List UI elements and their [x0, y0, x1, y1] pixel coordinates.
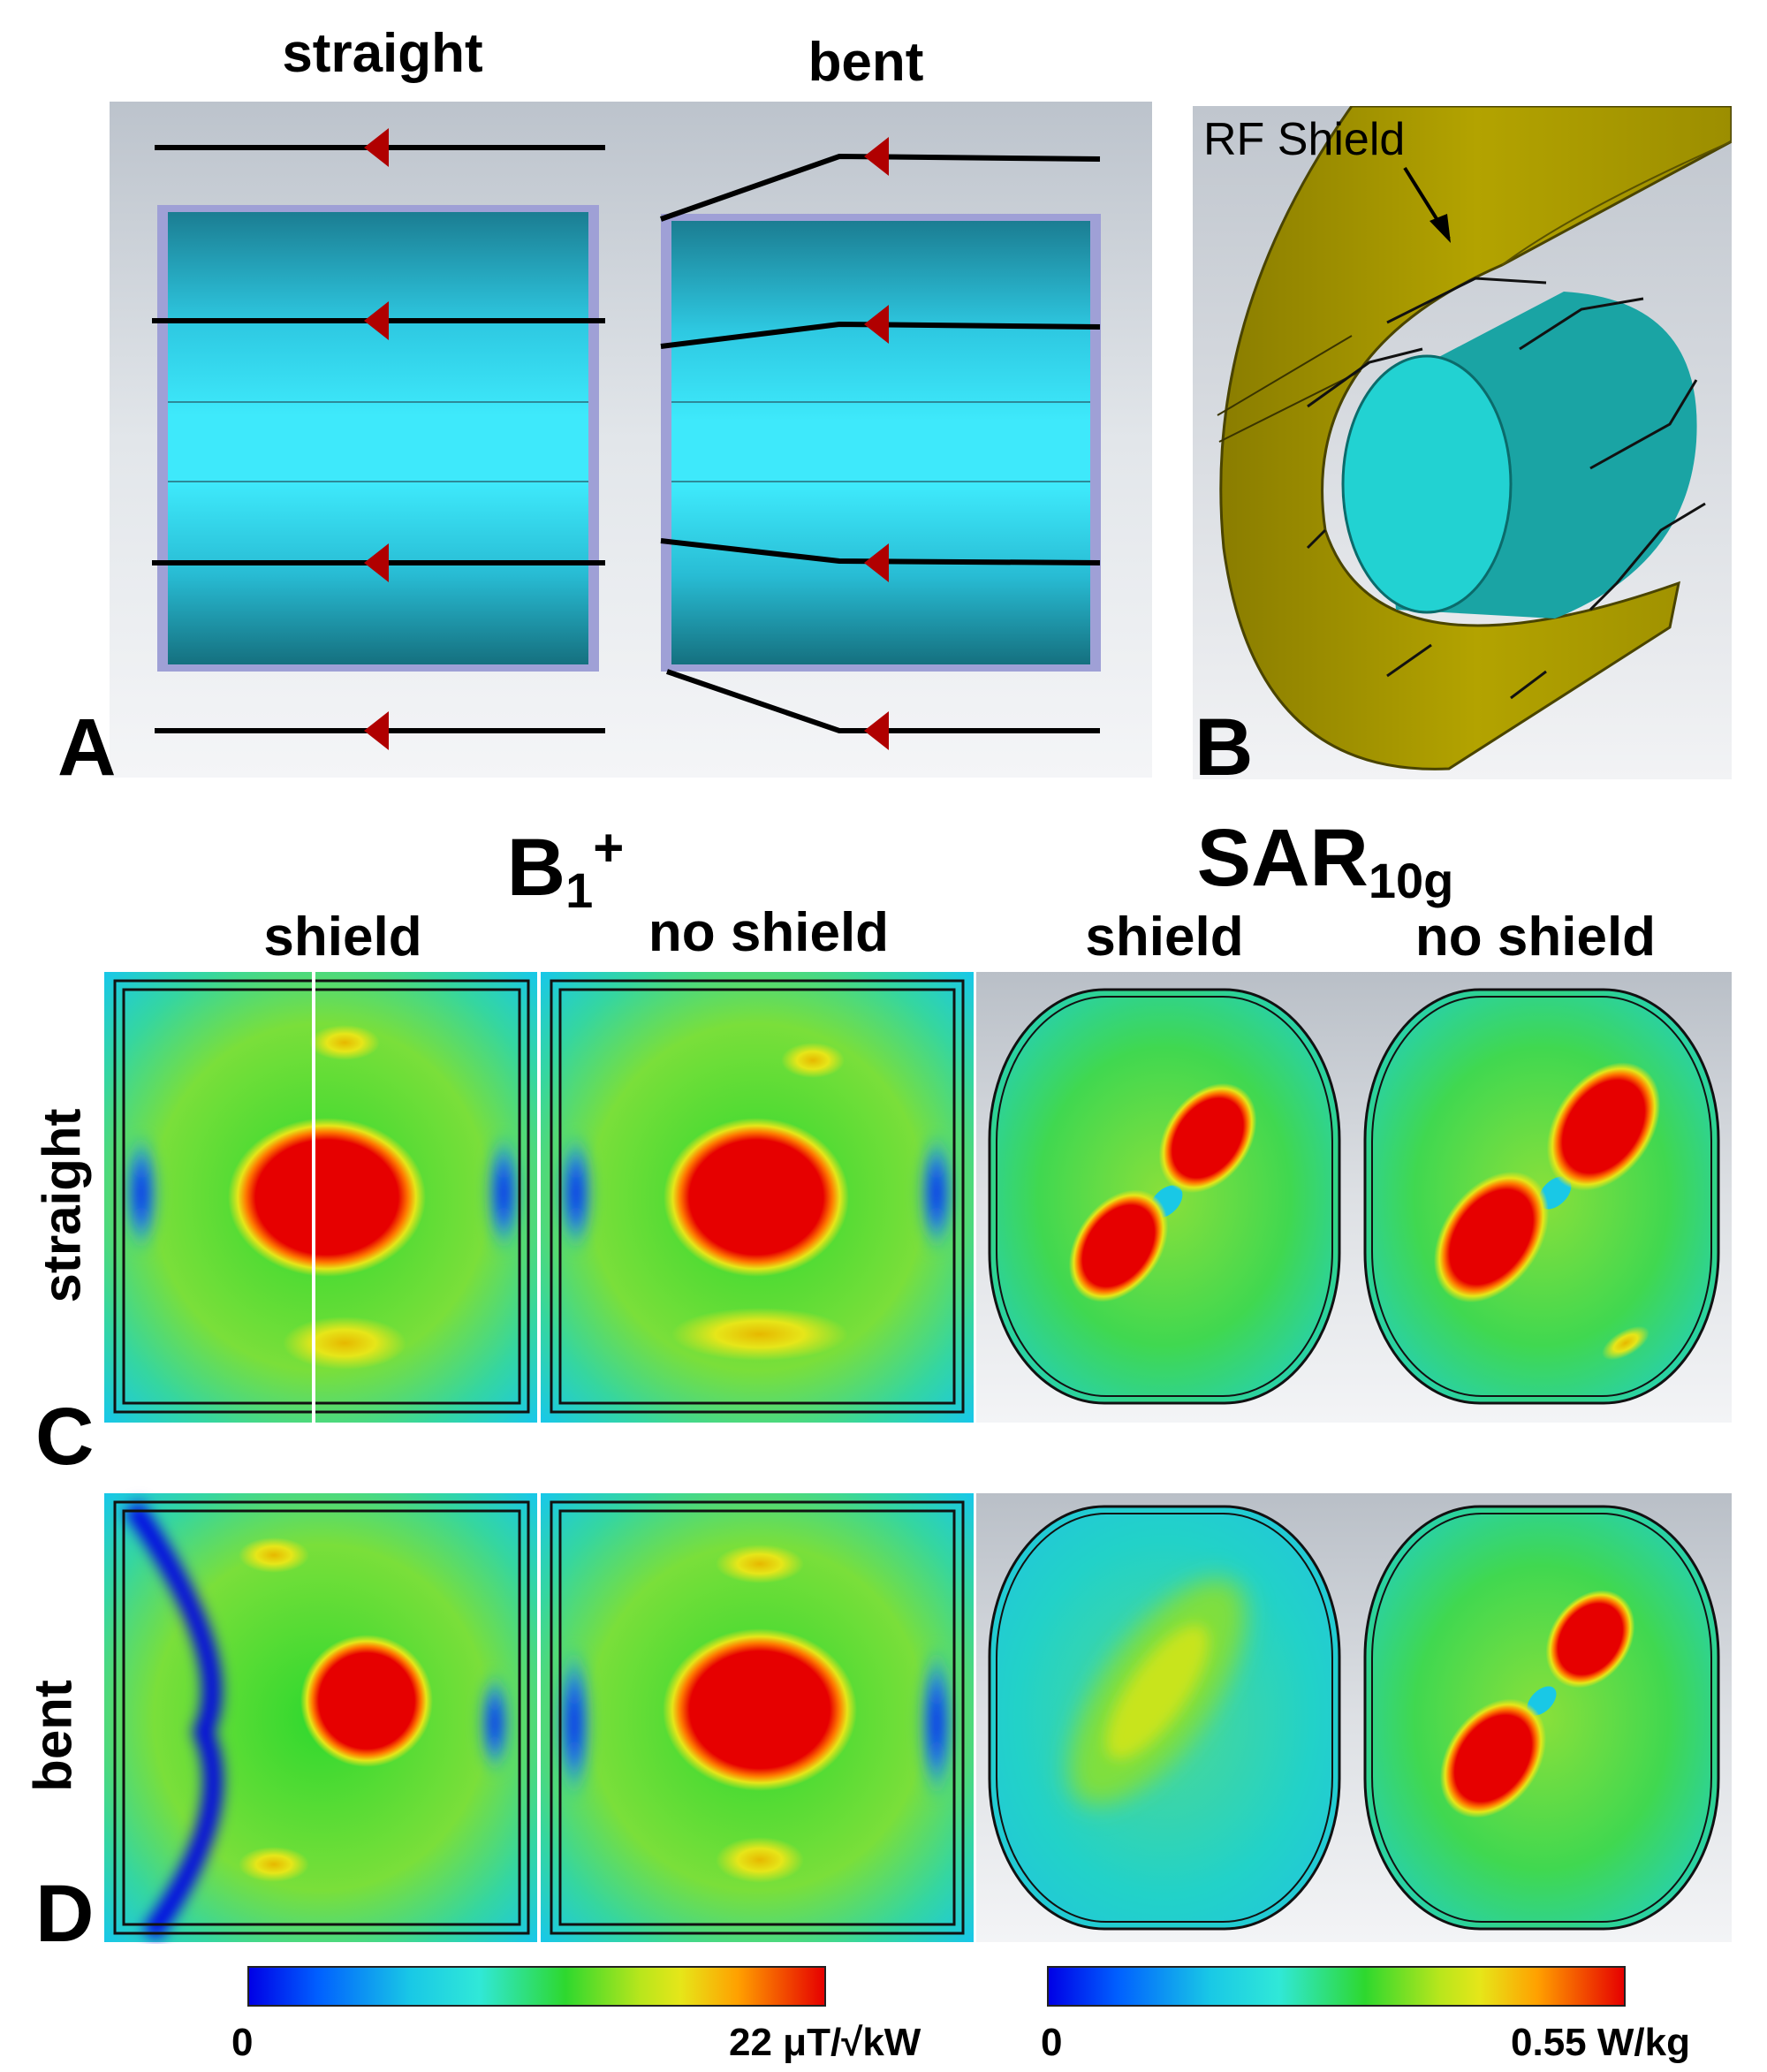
b1-colorbar-min: 0 [231, 2021, 254, 2064]
row-c-label: C [35, 1392, 95, 1482]
row-c-name: straight [32, 1108, 92, 1303]
rf-shield-surface [1219, 106, 1732, 770]
b1-title-sup: + [593, 818, 625, 877]
sar-colorbar-min: 0 [1041, 2021, 1063, 2064]
sar-bent-no-shield-map [1352, 1493, 1732, 1942]
panel-b-rf-shield-diagram [1193, 106, 1732, 779]
sar-title-sub: 10g [1368, 853, 1454, 908]
col-header-b1-shield: shield [263, 907, 422, 968]
phantom-cylinder-face [1341, 354, 1513, 614]
panel-a-coil-diagram [110, 102, 1152, 778]
field-maps [104, 968, 1732, 1942]
sar-straight-shield-map [976, 972, 1352, 1423]
col-header-straight: straight [282, 23, 483, 84]
col-header-sar-no-shield: no shield [1414, 907, 1657, 968]
sar-title: SAR10g [1197, 817, 1454, 906]
panel-a-label: A [57, 702, 117, 793]
rf-shield-annotation: RF Shield [1203, 114, 1406, 165]
coil-wires [1306, 277, 1706, 700]
col-header-bent: bent [808, 32, 924, 93]
b1-straight-no-shield-map [541, 972, 974, 1423]
straight-phantom [157, 205, 599, 672]
row-d-label: D [35, 1869, 95, 1959]
sar-straight-no-shield-map [1352, 972, 1732, 1423]
b1-title: B1+ [507, 822, 625, 915]
b1-bent-no-shield-map [541, 1493, 974, 1942]
bent-phantom [661, 214, 1101, 672]
sar-title-main: SAR [1196, 813, 1369, 903]
sar-bent-shield-map [976, 1493, 1352, 1942]
b1-colorbar-max: 22 μT/√kW [729, 2021, 921, 2064]
b1-colorbar [247, 1966, 826, 2007]
b1-title-main: B [506, 823, 566, 913]
col-header-b1-no-shield: no shield [648, 902, 890, 963]
panel-b-label: B [1194, 702, 1254, 793]
b1-title-sub: 1 [565, 862, 594, 918]
port-markers [364, 128, 889, 750]
sar-colorbar [1047, 1966, 1626, 2007]
sar-colorbar-max: 0.55 W/kg [1511, 2021, 1690, 2064]
col-header-sar-shield: shield [1085, 907, 1244, 968]
row-d-name: bent [23, 1680, 83, 1792]
b1-bent-shield-map [104, 1493, 537, 1942]
bent-dipoles [660, 153, 1101, 733]
b1-straight-shield-map [104, 968, 537, 1423]
